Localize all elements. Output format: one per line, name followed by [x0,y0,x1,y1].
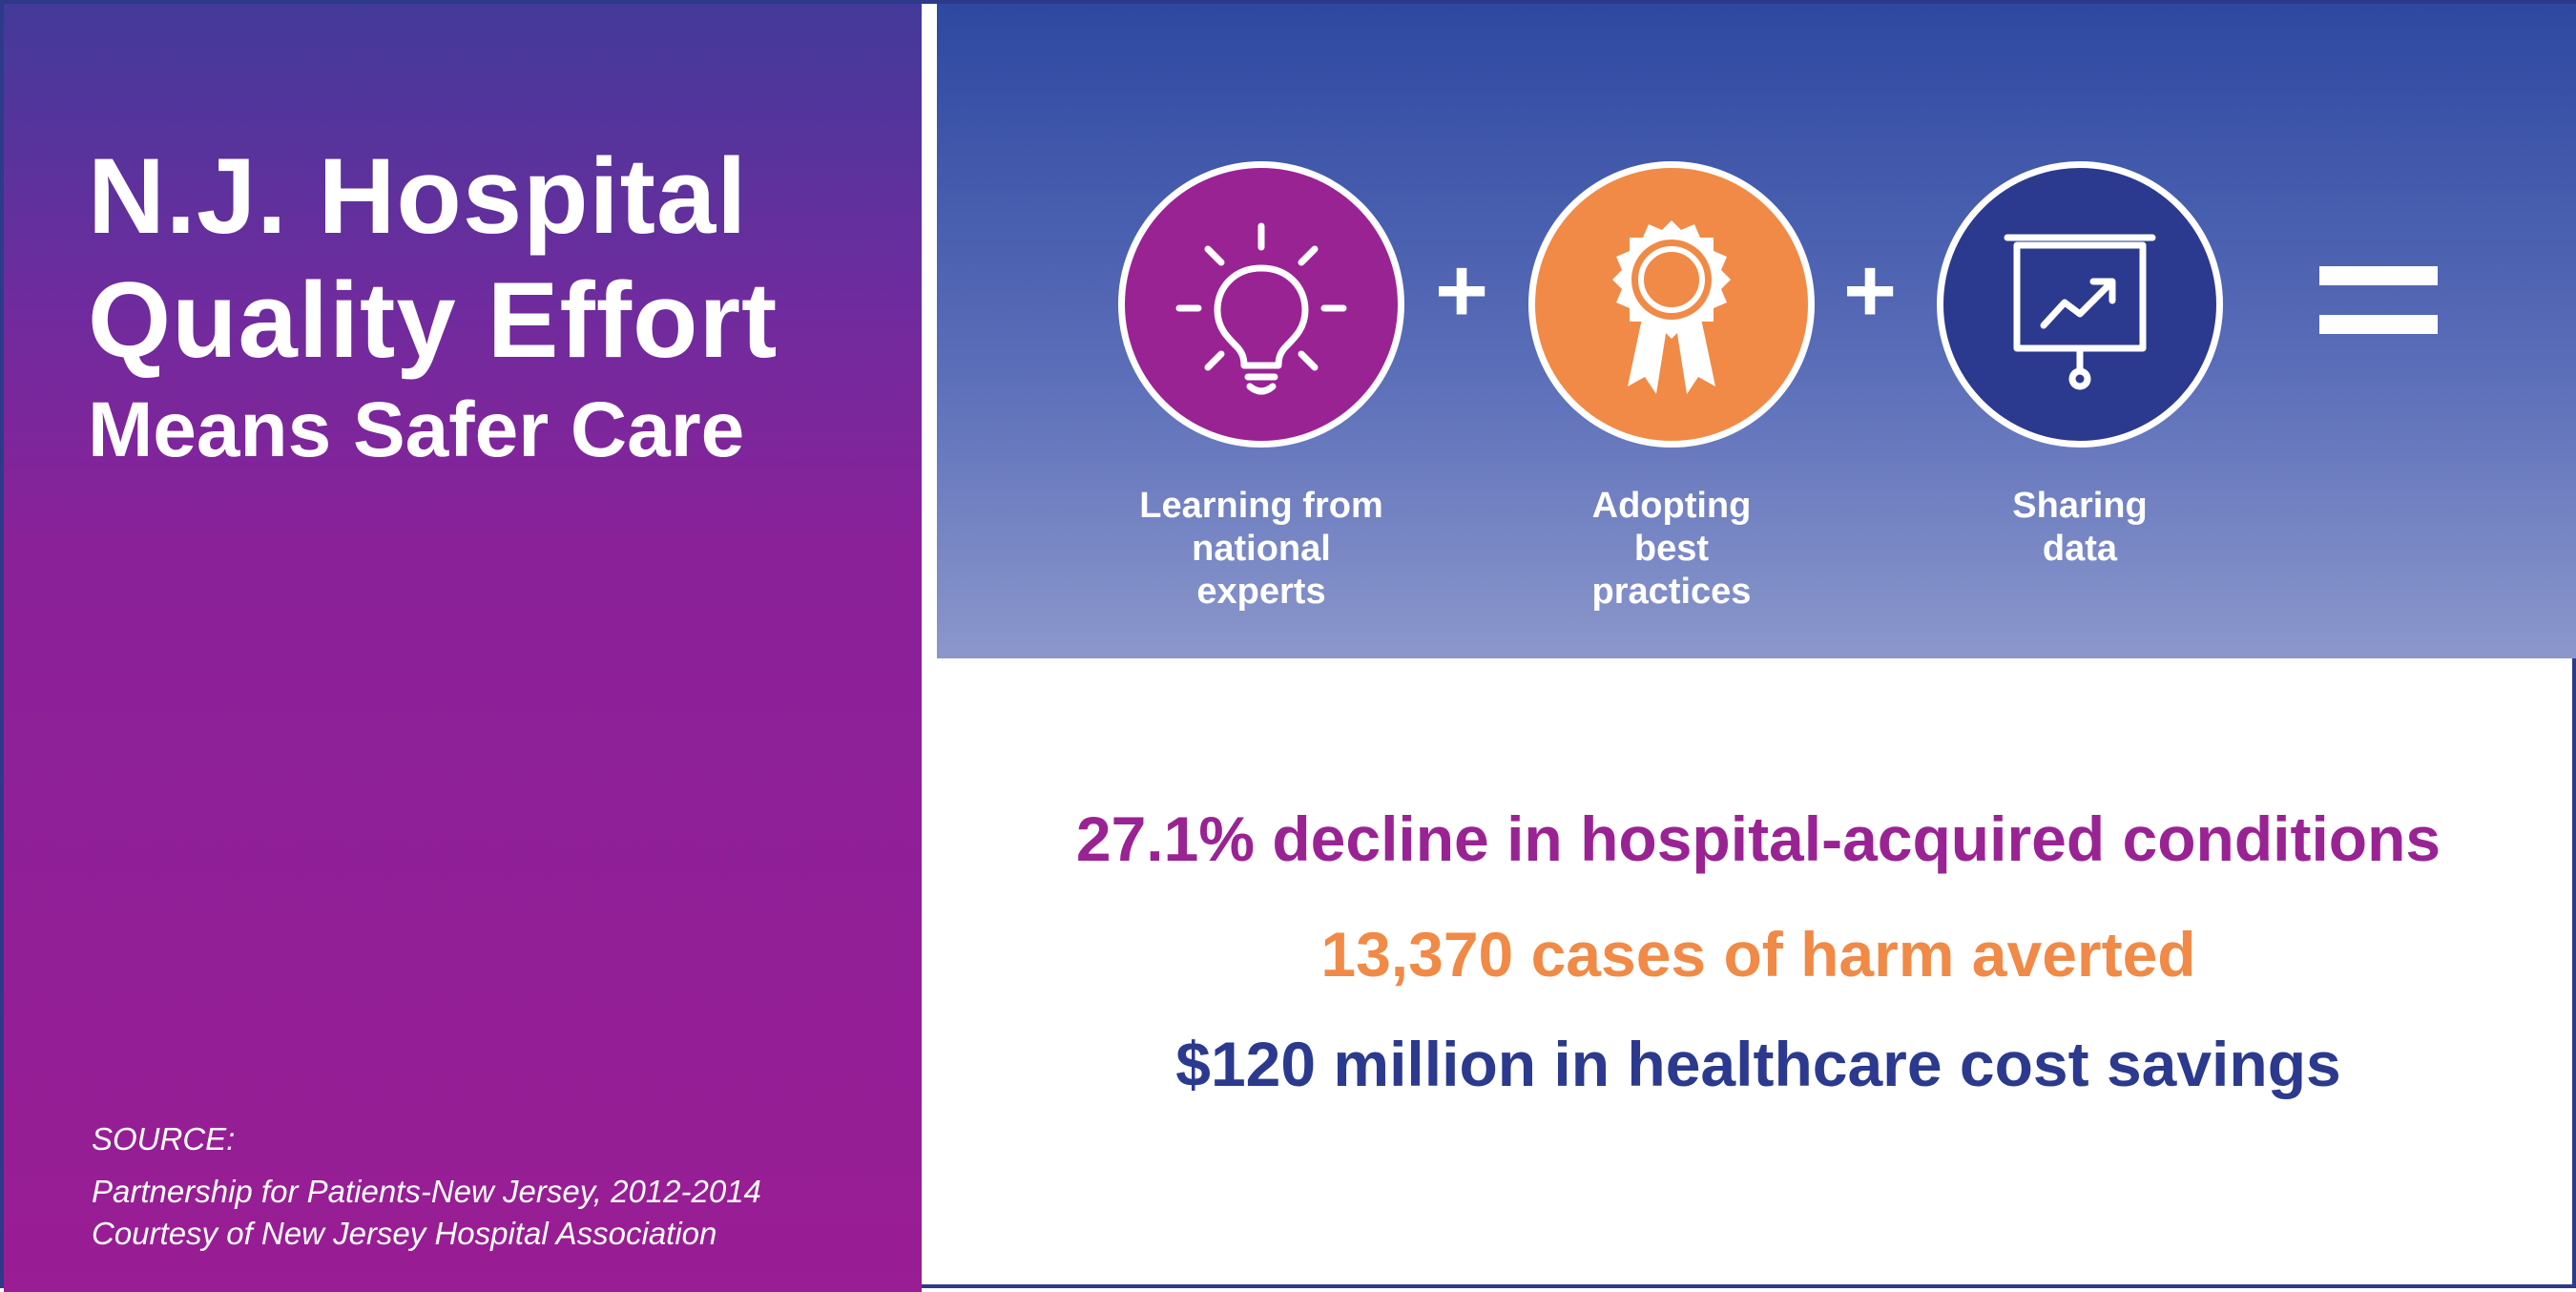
caption-line: Sharing [2012,486,2148,526]
title-line-3: Means Safer Care [88,386,745,473]
caption-line: data [2042,528,2118,569]
equation-panel: + + [937,4,2576,658]
best-practices-circle [1528,161,1815,448]
equals-sign-top-bar [2319,266,2438,285]
lightbulb-icon [1175,222,1347,395]
ribbon-award-icon [1612,220,1731,394]
caption-line: national [1192,528,1331,569]
title-panel: N.J. Hospital Quality Effort Means Safer… [4,4,922,1292]
plus-sign: + [1842,240,1898,342]
result-decline: 27.1% decline in hospital-acquired condi… [1075,803,2441,874]
source-line-1: Partnership for Patients-New Jersey, 201… [92,1173,761,1209]
learning-caption: Learning from national experts [1080,485,1443,613]
sharing-data-circle [1937,161,2223,448]
source-line-2: Courtesy of New Jersey Hospital Associat… [92,1216,717,1252]
title-line-2: Quality Effort [88,260,779,380]
equals-sign-bottom-bar [2319,315,2438,334]
sharing-data-caption: Sharing data [1899,485,2261,571]
page-title: N.J. Hospital Quality Effort Means Safer… [88,143,908,469]
presentation-chart-icon [2004,234,2156,390]
source-heading: SOURCE: [92,1121,236,1157]
caption-line: experts [1196,571,1326,612]
title-line-1: N.J. Hospital [88,136,748,256]
plus-sign: + [1434,240,1489,342]
caption-line: Learning from [1139,486,1383,526]
learning-circle [1118,161,1404,448]
caption-line: best [1633,528,1710,569]
caption-line: Adopting [1591,486,1752,526]
source-note: SOURCE: Partnership for Patients-New Jer… [92,1118,761,1256]
best-practices-caption: Adopting best practices [1490,485,1853,613]
result-cost-savings: $120 million in healthcare cost savings [1175,1029,2341,1099]
result-harm-averted: 13,370 cases of harm averted [1320,919,2196,990]
caption-line: practices [1591,571,1752,612]
